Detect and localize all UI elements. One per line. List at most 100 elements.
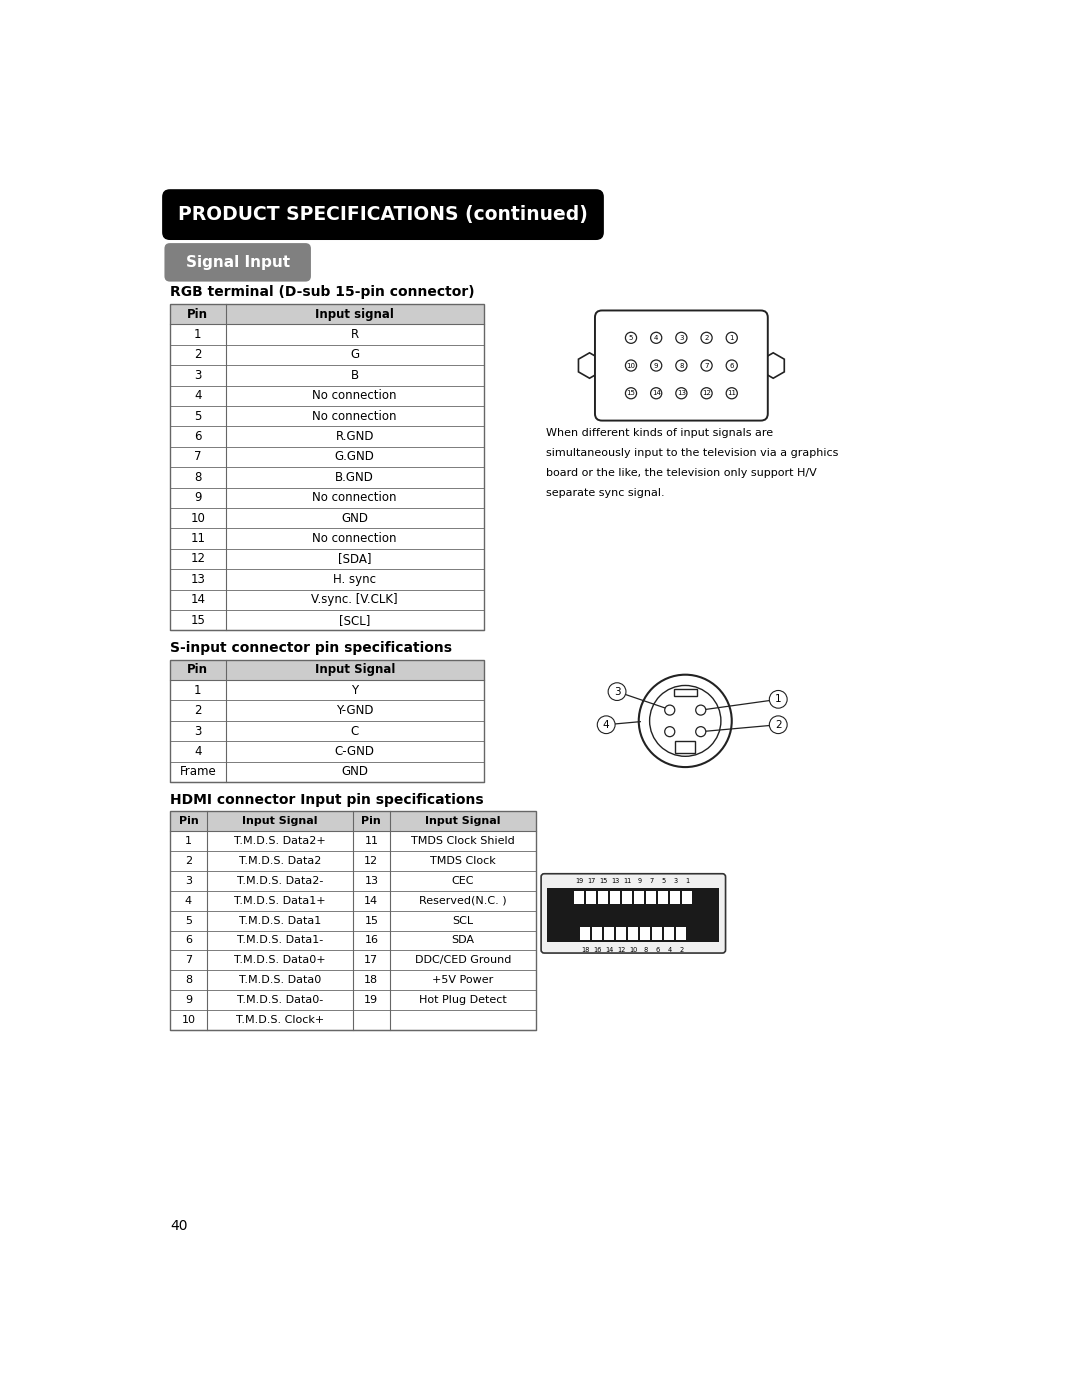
Circle shape [696,705,706,715]
Bar [675,740,696,753]
Bar [683,891,692,904]
Text: Hot Plug Detect: Hot Plug Detect [419,995,507,1004]
Circle shape [650,388,662,398]
Text: 4: 4 [194,745,202,759]
Text: 9: 9 [185,995,192,1004]
Bar [617,926,626,940]
Text: 3: 3 [679,335,684,341]
Text: 7: 7 [194,450,202,464]
Text: T.M.D.S. Data1+: T.M.D.S. Data1+ [234,895,326,905]
Text: separate sync signal.: separate sync signal. [545,488,664,497]
Text: 9: 9 [653,363,659,369]
Text: 3: 3 [194,369,202,381]
Bar [170,659,484,782]
Text: T.M.D.S. Data1: T.M.D.S. Data1 [239,915,321,926]
Text: T.M.D.S. Data0: T.M.D.S. Data0 [239,975,321,985]
Bar [605,926,615,940]
Text: T.M.D.S. Data0-: T.M.D.S. Data0- [237,995,323,1004]
Text: 15: 15 [626,390,635,397]
Circle shape [701,332,712,344]
Text: H. sync: H. sync [334,573,376,585]
Text: Y-GND: Y-GND [336,704,374,717]
Text: V.sync. [V.CLK]: V.sync. [V.CLK] [311,594,399,606]
Text: 6: 6 [656,947,660,953]
Text: No connection: No connection [312,492,397,504]
Text: CEC: CEC [451,876,474,886]
Text: 2: 2 [185,856,192,866]
Bar [634,891,645,904]
Text: PRODUCT SPECIFICATIONS (continued): PRODUCT SPECIFICATIONS (continued) [178,205,588,224]
Bar [170,305,484,630]
Bar [580,926,591,940]
Text: 7: 7 [649,877,653,884]
FancyBboxPatch shape [162,189,604,240]
Circle shape [597,715,616,733]
Bar [592,926,603,940]
Text: 16: 16 [364,936,378,946]
Bar [170,659,484,680]
Text: B.GND: B.GND [335,471,374,483]
Text: 11: 11 [623,877,632,884]
Text: 9: 9 [194,492,202,504]
Text: [SDA]: [SDA] [338,552,372,566]
Circle shape [650,332,662,344]
Text: Signal Input: Signal Input [186,254,289,270]
Text: 12: 12 [617,947,625,953]
Circle shape [769,690,787,708]
Text: 19: 19 [364,995,378,1004]
Bar [586,891,596,904]
Text: GND: GND [341,766,368,778]
Bar [170,305,484,324]
Text: 10: 10 [190,511,205,525]
FancyBboxPatch shape [541,873,726,953]
Text: 13: 13 [611,877,620,884]
Text: 4: 4 [667,947,672,953]
Text: Y: Y [351,683,359,697]
Circle shape [625,360,636,372]
Bar [610,891,620,904]
Circle shape [676,388,687,398]
Text: 1: 1 [686,877,689,884]
Text: G: G [350,348,360,362]
Bar [664,926,674,940]
Text: HDMI connector Input pin specifications: HDMI connector Input pin specifications [170,792,484,806]
Text: T.M.D.S. Data0+: T.M.D.S. Data0+ [234,956,326,965]
Text: No connection: No connection [312,532,397,545]
Text: 16: 16 [593,947,602,953]
Text: G.GND: G.GND [335,450,375,464]
Text: When different kinds of input signals are: When different kinds of input signals ar… [545,427,773,437]
Text: R.GND: R.GND [336,430,374,443]
Text: Pin: Pin [187,307,208,321]
Text: 13: 13 [190,573,205,585]
Text: 13: 13 [677,390,686,397]
Bar [170,812,536,1030]
Text: 2: 2 [194,704,202,717]
Text: DDC/CED Ground: DDC/CED Ground [415,956,511,965]
Text: 8: 8 [644,947,648,953]
Text: 11: 11 [727,390,737,397]
Text: 18: 18 [581,947,590,953]
Bar [676,926,687,940]
Text: T.M.D.S. Clock+: T.M.D.S. Clock+ [235,1016,324,1025]
Text: Pin: Pin [178,816,199,826]
Text: 3: 3 [613,686,620,697]
Text: 14: 14 [605,947,613,953]
Text: 10: 10 [626,363,635,369]
Text: 4: 4 [194,390,202,402]
Circle shape [664,726,675,736]
Text: 5: 5 [185,915,192,926]
Circle shape [701,388,712,398]
Text: 10: 10 [181,1016,195,1025]
Text: Input Signal: Input Signal [426,816,500,826]
Bar [659,891,669,904]
Text: 3: 3 [185,876,192,886]
Circle shape [701,360,712,372]
Text: +5V Power: +5V Power [432,975,494,985]
Text: 1: 1 [775,694,782,704]
Circle shape [608,683,626,700]
Text: TMDS Clock: TMDS Clock [430,856,496,866]
Text: T.M.D.S. Data2-: T.M.D.S. Data2- [237,876,323,886]
Text: 15: 15 [364,915,378,926]
Bar [575,891,584,904]
Text: 40: 40 [170,1220,187,1234]
